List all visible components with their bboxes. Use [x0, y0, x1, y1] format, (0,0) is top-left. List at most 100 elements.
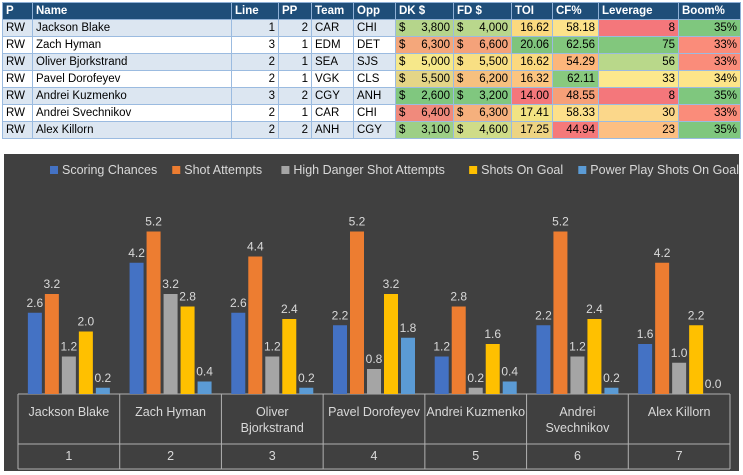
category-label: Bjorkstrand	[241, 421, 304, 435]
bar	[570, 356, 585, 394]
header-cf[interactable]: CF%	[552, 2, 599, 20]
legend-swatch	[578, 166, 587, 174]
bar	[44, 294, 59, 394]
bar	[536, 325, 551, 394]
header-name[interactable]: Name	[32, 2, 232, 20]
category-number: 1	[65, 449, 72, 463]
category-label: Zach Hyman	[135, 405, 206, 419]
header-boom[interactable]: Boom%	[678, 2, 741, 20]
salary-amount: 6,200	[479, 73, 508, 85]
salary-amount: 5,500	[421, 73, 450, 85]
cell-boom: 34%	[678, 70, 741, 88]
data-label: 1.2	[264, 340, 281, 354]
data-label: 2.2	[688, 308, 705, 322]
header-dk-salary[interactable]: DK $	[395, 2, 454, 20]
data-label: 0.2	[603, 371, 620, 385]
cell-line: 3	[231, 36, 279, 54]
header-team[interactable]: Team	[311, 2, 354, 20]
table-row: RW Zach Hyman 3 1 EDM DET $6,300 $6,600 20.06 62.…	[2, 36, 741, 54]
cell-boom: 35%	[678, 121, 741, 139]
data-label: 1.8	[400, 321, 417, 335]
cell-team: VGK	[311, 70, 354, 88]
header-fd-salary[interactable]: FD $	[453, 2, 512, 20]
cell-cf: 44.94	[552, 121, 599, 139]
salary-amount: 3,800	[421, 22, 450, 34]
header-leverage[interactable]: Leverage	[598, 2, 679, 20]
cell-line: 2	[231, 104, 279, 122]
cell-name: Jackson Blake	[32, 19, 232, 37]
salary-amount: 6,300	[421, 39, 450, 51]
cell-position: RW	[2, 104, 33, 122]
bar	[27, 312, 42, 394]
data-label: 0.8	[366, 352, 383, 366]
bar	[434, 356, 449, 394]
table-header-row: P Name Line PP Team Opp DK $ FD $ TOI CF…	[2, 2, 741, 20]
table-row: RW Pavel Dorofeyev 2 1 VGK CLS $5,500 $6,200 16.…	[2, 70, 741, 88]
cell-name: Zach Hyman	[32, 36, 232, 54]
bar	[587, 319, 602, 394]
cell-team: SEA	[311, 53, 354, 71]
category-label: Andrei Kuzmenko	[426, 405, 525, 419]
data-label: 1.6	[637, 327, 654, 341]
cell-fd-salary: $5,500	[453, 53, 512, 71]
data-label: 2.8	[450, 290, 467, 304]
bar	[333, 325, 347, 394]
bar	[689, 325, 704, 394]
currency-symbol: $	[457, 73, 464, 85]
data-label: 2.6	[27, 296, 44, 310]
header-line[interactable]: Line	[231, 2, 279, 20]
cell-leverage: 8	[598, 19, 679, 37]
bar	[282, 319, 297, 394]
header-pp[interactable]: PP	[278, 2, 312, 20]
cell-fd-salary: $4,600	[453, 121, 512, 139]
legend-label: Shots On Goal	[481, 163, 563, 177]
data-label: 4.4	[247, 240, 264, 254]
cell-dk-salary: $2,600	[395, 87, 454, 105]
bar	[367, 369, 381, 394]
cell-toi: 14.00	[511, 87, 553, 105]
bar	[78, 331, 93, 394]
cell-position: RW	[2, 87, 33, 105]
bar	[485, 344, 500, 394]
cell-leverage: 33	[598, 70, 679, 88]
cell-fd-salary: $6,200	[453, 70, 512, 88]
header-opp[interactable]: Opp	[353, 2, 396, 20]
currency-symbol: $	[457, 107, 464, 119]
cell-team: CGY	[311, 87, 354, 105]
header-position[interactable]: P	[2, 2, 33, 20]
data-label: 3.2	[383, 277, 400, 291]
player-table: P Name Line PP Team Opp DK $ FD $ TOI CF…	[2, 2, 741, 139]
cell-boom: 35%	[678, 19, 741, 37]
data-label: 5.2	[349, 215, 366, 229]
bar	[146, 231, 161, 394]
cell-dk-salary: $3,100	[395, 121, 454, 139]
bar	[401, 337, 415, 394]
legend-swatch	[281, 166, 290, 174]
cell-name: Pavel Dorofeyev	[32, 70, 232, 88]
cell-opp: CGY	[353, 121, 396, 139]
cell-fd-salary: $6,600	[453, 36, 512, 54]
category-label: Alex Killorn	[648, 405, 711, 419]
cell-pp: 1	[278, 70, 312, 88]
bar	[604, 387, 619, 394]
cell-dk-salary: $6,400	[395, 104, 454, 122]
cell-opp: ANH	[353, 87, 396, 105]
category-number: 3	[269, 449, 276, 463]
cell-opp: SJS	[353, 53, 396, 71]
cell-team: CAR	[311, 19, 354, 37]
legend-swatch	[469, 166, 478, 174]
header-toi[interactable]: TOI	[511, 2, 553, 20]
legend-label: High Danger Shot Attempts	[293, 163, 444, 177]
bar	[384, 294, 398, 394]
cell-name: Andrei Svechnikov	[32, 104, 232, 122]
cell-line: 1	[231, 19, 279, 37]
data-label: 4.2	[654, 246, 671, 260]
cell-name: Alex Killorn	[32, 121, 232, 139]
cell-fd-salary: $6,300	[453, 104, 512, 122]
category-label: Svechnikov	[545, 421, 610, 435]
bar	[299, 387, 314, 394]
cell-leverage: 75	[598, 36, 679, 54]
cell-dk-salary: $6,300	[395, 36, 454, 54]
cell-opp: CHI	[353, 104, 396, 122]
cell-cf: 62.11	[552, 70, 599, 88]
